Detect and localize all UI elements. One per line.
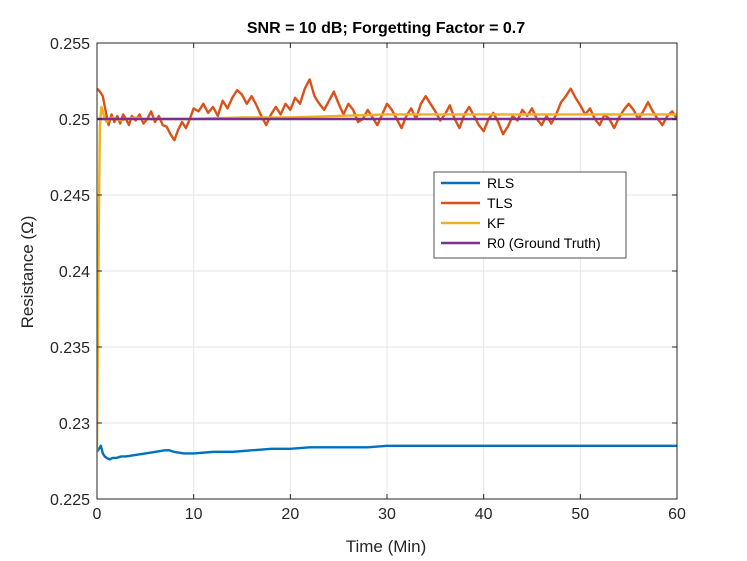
y-tick-label: 0.225	[50, 492, 90, 509]
x-tick-label: 0	[93, 506, 102, 523]
y-tick-label: 0.23	[59, 416, 90, 433]
legend-label-tls: TLS	[487, 195, 513, 211]
x-tick-label: 60	[668, 506, 686, 523]
legend: RLS TLS KF R0 (Ground Truth)	[433, 171, 627, 259]
legend-label-kf: KF	[487, 215, 505, 231]
x-tick-label: 40	[475, 506, 493, 523]
y-tick-label: 0.255	[50, 36, 90, 53]
x-tick-label: 10	[185, 506, 203, 523]
y-tick-label: 0.24	[59, 264, 90, 281]
x-tick-label: 20	[281, 506, 299, 523]
x-axis-label: Time (Min)	[346, 537, 427, 556]
axis-ticks: 0 10 20 30 40 50 60 0.225 0.23 0.235 0.24 0.245 0.25…	[50, 36, 686, 523]
series-lines	[97, 78, 677, 461]
x-tick-label: 50	[571, 506, 589, 523]
series-line-rls	[97, 444, 677, 461]
x-tick-label: 30	[378, 506, 396, 523]
grid	[96, 42, 678, 500]
y-tick-label: 0.245	[50, 188, 90, 205]
y-tick-label: 0.25	[59, 112, 90, 129]
series-line-tls	[97, 78, 677, 142]
legend-label-r0-ground-truth: R0 (Ground Truth)	[487, 235, 601, 251]
legend-label-rls: RLS	[487, 175, 514, 191]
chart-title: SNR = 10 dB; Forgetting Factor = 0.7	[247, 20, 525, 37]
y-tick-label: 0.235	[50, 340, 90, 357]
y-axis-label: Resistance (Ω)	[18, 216, 37, 329]
